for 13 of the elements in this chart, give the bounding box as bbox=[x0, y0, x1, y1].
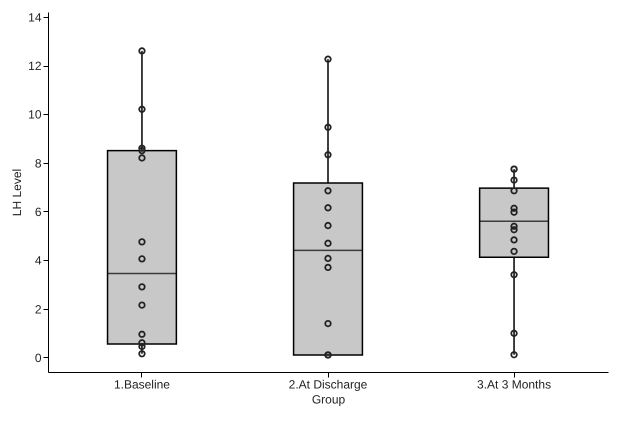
x-axis-title: Group bbox=[312, 392, 346, 406]
y-tick-label: 12 bbox=[28, 59, 42, 74]
x-tick-label: 3.At 3 Months bbox=[477, 378, 552, 392]
x-tick-label: 1.Baseline bbox=[114, 378, 170, 392]
y-axis-title: LH Level bbox=[10, 168, 24, 216]
x-tick-label: 2.At Discharge bbox=[288, 378, 368, 392]
y-tick-label: 2 bbox=[34, 302, 42, 316]
y-tick-label: 14 bbox=[28, 10, 42, 24]
y-tick-label: 4 bbox=[34, 254, 42, 268]
y-tick-label: 6 bbox=[34, 204, 42, 219]
y-tick-label: 8 bbox=[34, 156, 42, 170]
y-tick-label: 10 bbox=[28, 108, 42, 122]
y-tick-label: 0 bbox=[34, 350, 42, 365]
